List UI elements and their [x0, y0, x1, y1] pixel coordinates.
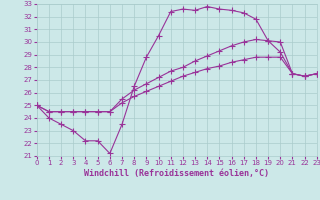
X-axis label: Windchill (Refroidissement éolien,°C): Windchill (Refroidissement éolien,°C) [84, 169, 269, 178]
